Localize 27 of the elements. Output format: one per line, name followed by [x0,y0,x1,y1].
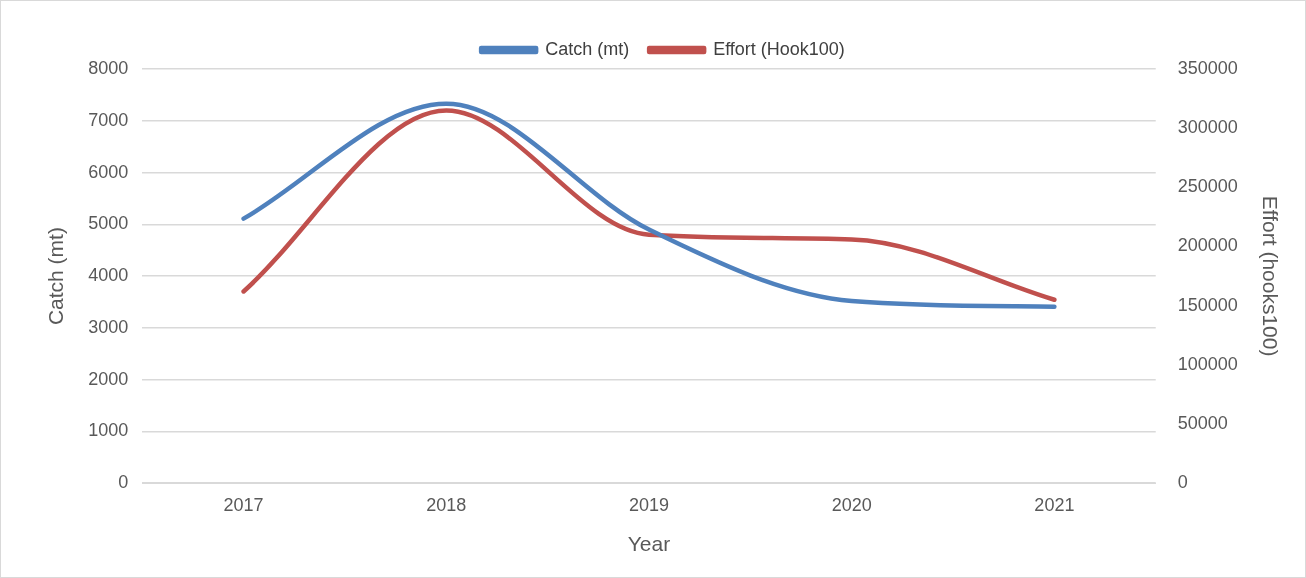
y-axis-title: Catch (mt) [44,227,68,326]
legend-label: Catch (mt) [545,38,630,59]
x-tick-label: 2018 [426,494,467,515]
y-tick-label: 2000 [88,368,129,389]
y2-tick-label: 0 [1177,472,1188,493]
y-tick-label: 0 [118,472,129,493]
y-tick-label: 3000 [88,316,129,337]
y2-axis-title: Effort (hooks100) [1258,195,1282,357]
y2-tick-label: 200000 [1177,235,1238,256]
legend-label: Effort (Hook100) [713,38,845,59]
y-tick-label: 1000 [88,420,129,441]
x-tick-label: 2017 [223,494,264,515]
y-tick-label: 5000 [88,213,129,234]
x-axis-title: Year [627,532,671,556]
y2-tick-label: 50000 [1177,413,1228,433]
x-tick-label: 2019 [628,494,670,515]
y2-tick-label: 150000 [1177,294,1238,315]
y2-tick-label: 300000 [1177,117,1238,138]
x-tick-label: 2021 [1034,494,1075,515]
y-tick-label: 6000 [88,161,129,182]
y2-tick-label: 350000 [1177,57,1238,78]
y2-tick-label: 100000 [1177,353,1238,374]
y2-tick-label: 250000 [1177,176,1238,197]
y-tick-label: 7000 [88,109,129,130]
y-tick-label: 8000 [88,57,129,78]
y-tick-label: 4000 [88,265,129,286]
x-tick-label: 2020 [831,494,872,515]
